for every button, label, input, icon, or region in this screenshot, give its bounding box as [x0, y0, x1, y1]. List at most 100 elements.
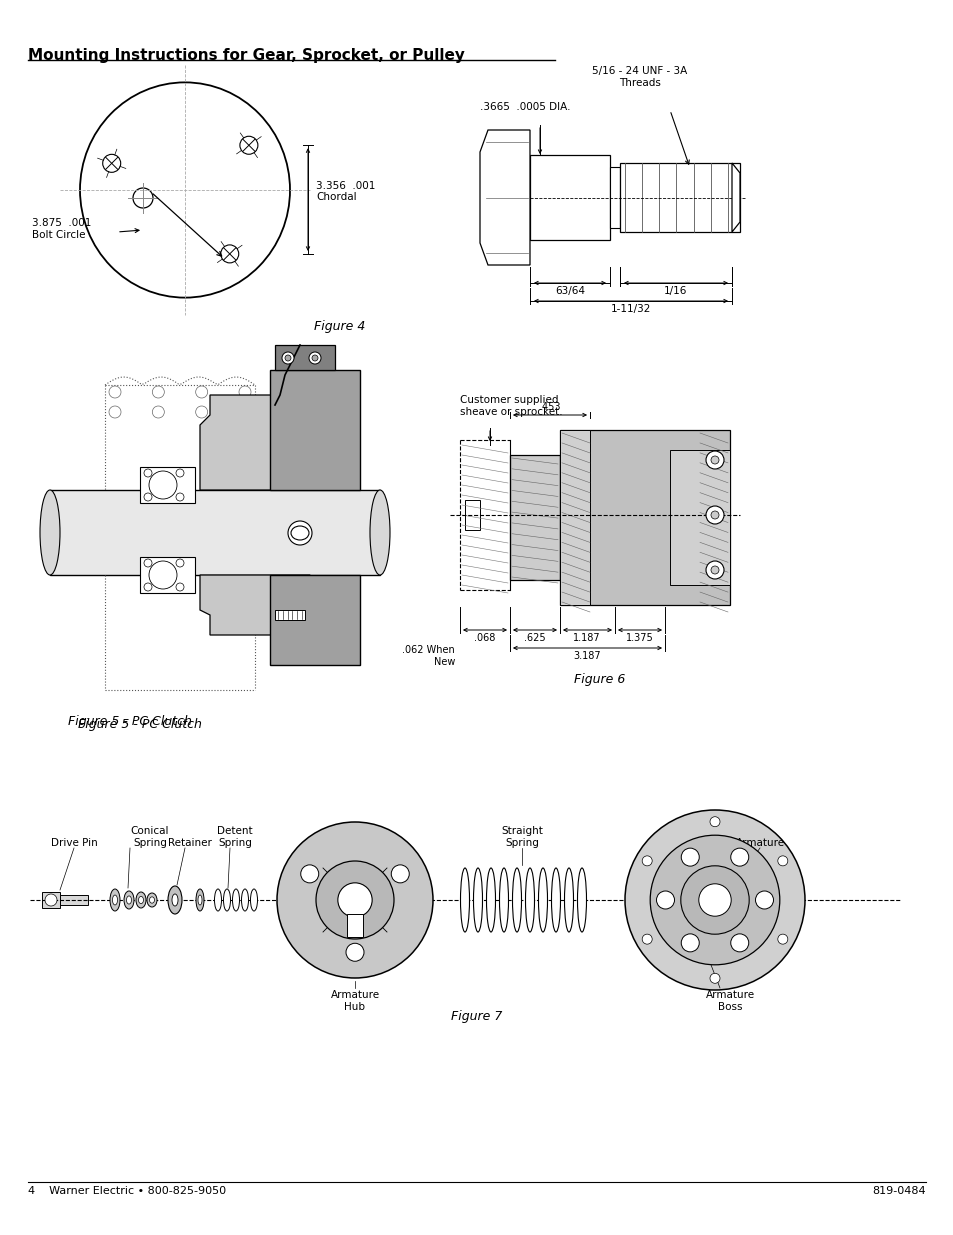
Circle shape	[705, 506, 723, 524]
Circle shape	[300, 864, 318, 883]
Circle shape	[309, 352, 320, 364]
Circle shape	[144, 583, 152, 592]
Circle shape	[709, 816, 720, 826]
Ellipse shape	[525, 868, 534, 932]
Circle shape	[282, 352, 294, 364]
Circle shape	[705, 561, 723, 579]
Circle shape	[144, 559, 152, 567]
Circle shape	[705, 451, 723, 469]
Circle shape	[239, 406, 251, 417]
Text: Conical
Spring: Conical Spring	[131, 826, 169, 848]
Ellipse shape	[172, 894, 178, 906]
Circle shape	[391, 864, 409, 883]
Ellipse shape	[291, 526, 309, 540]
Ellipse shape	[195, 889, 204, 911]
Circle shape	[220, 245, 238, 263]
Circle shape	[755, 890, 773, 909]
Bar	[559, 430, 589, 605]
Bar	[274, 345, 335, 370]
Circle shape	[132, 188, 152, 207]
Circle shape	[709, 973, 720, 983]
Ellipse shape	[214, 889, 221, 911]
Circle shape	[650, 835, 779, 965]
Ellipse shape	[112, 895, 117, 905]
Text: Straight
Spring: Straight Spring	[500, 826, 542, 848]
Ellipse shape	[136, 892, 146, 908]
Ellipse shape	[110, 889, 120, 911]
Bar	[42, 892, 60, 908]
Ellipse shape	[251, 889, 257, 911]
Circle shape	[175, 559, 184, 567]
Ellipse shape	[127, 895, 132, 904]
Text: Retainer: Retainer	[168, 839, 212, 848]
Circle shape	[239, 136, 257, 154]
Text: Figure 7: Figure 7	[451, 1010, 502, 1023]
Ellipse shape	[241, 889, 248, 911]
Ellipse shape	[150, 897, 154, 903]
Circle shape	[154, 477, 171, 493]
Ellipse shape	[499, 868, 508, 932]
Circle shape	[152, 387, 164, 398]
Text: Customer supplied
sheave or sprocket.: Customer supplied sheave or sprocket.	[459, 395, 562, 416]
Circle shape	[175, 583, 184, 592]
Bar	[50, 490, 379, 576]
Bar	[669, 450, 729, 585]
Circle shape	[641, 934, 652, 944]
Text: 63/64: 63/64	[555, 287, 584, 296]
Ellipse shape	[124, 890, 133, 909]
Circle shape	[175, 493, 184, 501]
Circle shape	[149, 561, 177, 589]
Text: Figure 6: Figure 6	[574, 673, 625, 685]
Text: 4    Warner Electric • 800-825-9050: 4 Warner Electric • 800-825-9050	[28, 1186, 226, 1195]
Circle shape	[730, 848, 748, 866]
Circle shape	[337, 883, 372, 918]
Ellipse shape	[564, 868, 573, 932]
Ellipse shape	[512, 868, 521, 932]
Text: 5/16 - 24 UNF - 3A
Threads: 5/16 - 24 UNF - 3A Threads	[592, 67, 687, 88]
Ellipse shape	[370, 490, 390, 576]
Text: .3665  .0005 DIA.: .3665 .0005 DIA.	[479, 103, 570, 112]
Circle shape	[109, 406, 121, 417]
Circle shape	[285, 354, 291, 361]
Bar	[274, 610, 305, 620]
Ellipse shape	[577, 868, 586, 932]
Circle shape	[730, 934, 748, 952]
Circle shape	[175, 469, 184, 477]
Text: 3.356  .001
Chordal: 3.356 .001 Chordal	[315, 180, 375, 203]
Circle shape	[276, 823, 433, 978]
Text: .068: .068	[474, 634, 496, 643]
Circle shape	[680, 848, 699, 866]
Circle shape	[710, 566, 719, 574]
Ellipse shape	[537, 868, 547, 932]
Circle shape	[710, 511, 719, 519]
Polygon shape	[200, 576, 359, 664]
Text: .625: .625	[523, 634, 545, 643]
Circle shape	[103, 154, 121, 173]
Bar	[347, 914, 363, 937]
Circle shape	[777, 934, 787, 944]
Polygon shape	[200, 395, 359, 490]
Circle shape	[698, 884, 730, 916]
Text: 3.187: 3.187	[573, 651, 600, 661]
Text: Armature
Hub: Armature Hub	[330, 990, 379, 1011]
Bar	[140, 467, 194, 503]
Text: 1-11/32: 1-11/32	[610, 304, 651, 314]
Text: 1.187: 1.187	[573, 634, 600, 643]
Text: Detent
Spring: Detent Spring	[217, 826, 253, 848]
Circle shape	[777, 856, 787, 866]
Ellipse shape	[233, 889, 239, 911]
Circle shape	[641, 856, 652, 866]
Ellipse shape	[198, 895, 202, 905]
Text: .062 When
New: .062 When New	[402, 645, 455, 667]
Circle shape	[195, 406, 208, 417]
Text: Figure 4: Figure 4	[314, 320, 365, 333]
Text: 1/16: 1/16	[663, 287, 687, 296]
Text: .453: .453	[538, 403, 560, 412]
Ellipse shape	[460, 868, 469, 932]
Text: Armature: Armature	[735, 839, 783, 848]
Circle shape	[312, 354, 317, 361]
Circle shape	[346, 944, 364, 961]
Circle shape	[680, 934, 699, 952]
Text: Mounting Instructions for Gear, Sprocket, or Pulley: Mounting Instructions for Gear, Sprocket…	[28, 48, 464, 63]
Text: 1.375: 1.375	[625, 634, 653, 643]
